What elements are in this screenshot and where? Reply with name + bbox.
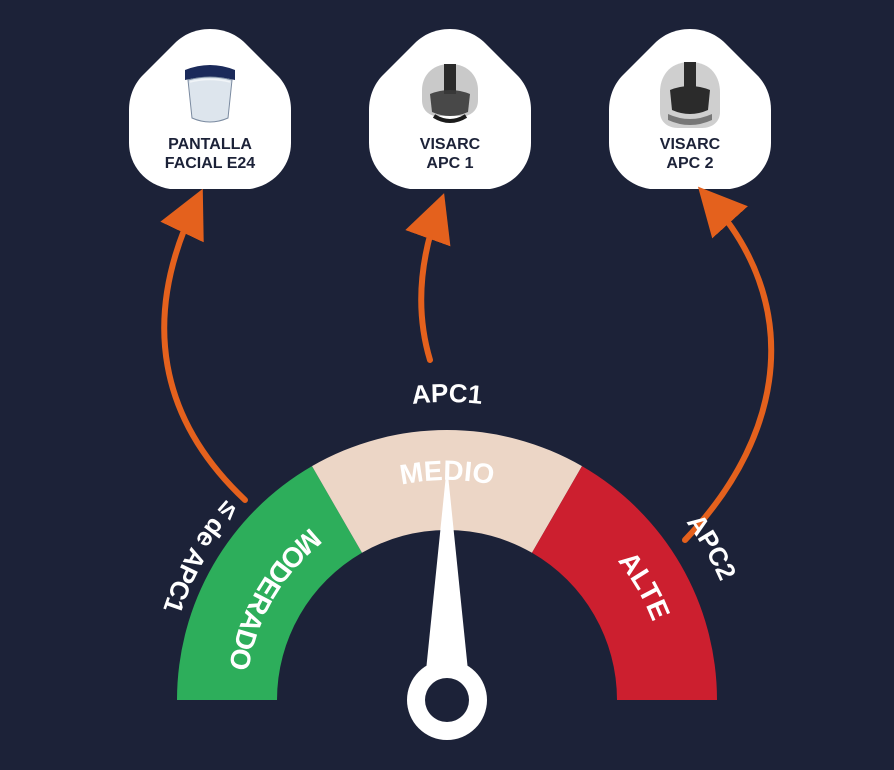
card-label-line1: VISARC <box>420 136 480 153</box>
gauge-outer-label-2: APC2 <box>681 508 742 584</box>
arrow-2 <box>685 200 771 540</box>
card-label-line1: PANTALLA <box>168 136 252 153</box>
card-label-line2: FACIAL E24 <box>165 155 255 172</box>
card-label: VISARC APC 2 <box>660 136 720 173</box>
card-label-line1: VISARC <box>660 136 720 153</box>
card-label-line2: APC 2 <box>666 155 713 172</box>
gauge-outer-label-1: APC1 <box>410 378 484 410</box>
arrow-1 <box>421 210 438 360</box>
faceshield-icon <box>170 60 250 130</box>
card-label-line2: APC 1 <box>426 155 473 172</box>
arrow-0 <box>164 205 245 500</box>
helmet-open-icon <box>410 60 490 130</box>
needle-hub-hole <box>425 678 469 722</box>
helmet-full-icon <box>650 60 730 130</box>
card-label: PANTALLA FACIAL E24 <box>165 136 255 173</box>
card-label: VISARC APC 1 <box>420 136 480 173</box>
